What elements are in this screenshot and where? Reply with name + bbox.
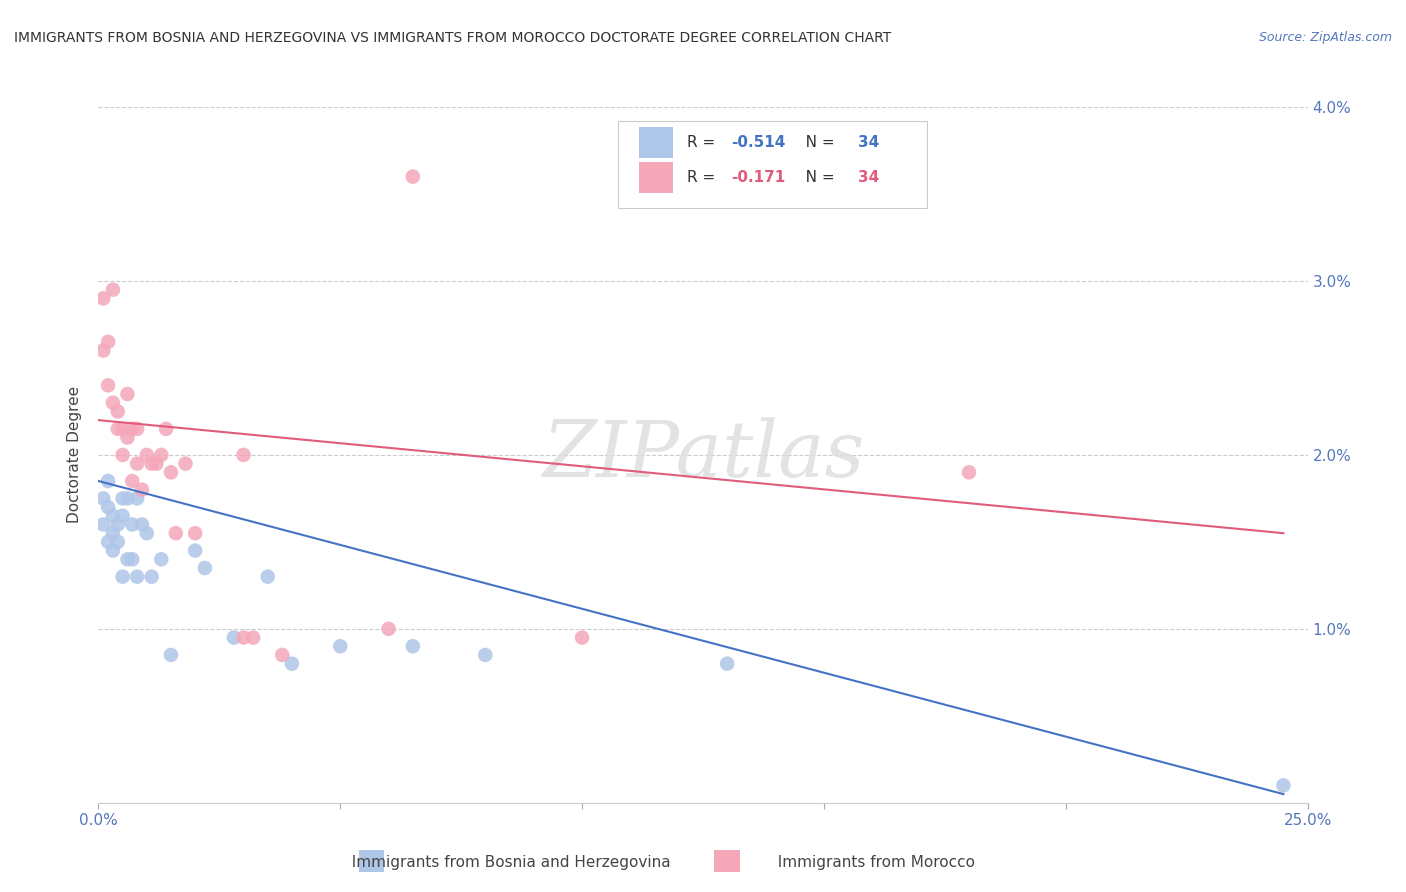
Text: R =: R = xyxy=(688,135,720,150)
Text: IMMIGRANTS FROM BOSNIA AND HERZEGOVINA VS IMMIGRANTS FROM MOROCCO DOCTORATE DEGR: IMMIGRANTS FROM BOSNIA AND HERZEGOVINA V… xyxy=(14,31,891,45)
Point xyxy=(101,283,124,297)
Point xyxy=(111,448,134,462)
Point xyxy=(571,631,593,645)
Point xyxy=(101,508,124,523)
Point xyxy=(121,422,143,436)
Point xyxy=(117,430,139,444)
Point xyxy=(97,500,120,514)
Point xyxy=(165,526,187,541)
Point xyxy=(135,526,157,541)
Point xyxy=(377,622,399,636)
Point xyxy=(281,657,304,671)
Point xyxy=(127,570,149,584)
Point xyxy=(117,387,139,401)
Point xyxy=(111,422,134,436)
Point xyxy=(716,657,738,671)
Point xyxy=(117,491,139,506)
Point xyxy=(121,552,143,566)
Bar xyxy=(714,850,740,872)
Point xyxy=(91,491,114,506)
Point xyxy=(150,552,173,566)
Point xyxy=(121,517,143,532)
Point xyxy=(402,169,425,184)
Point xyxy=(271,648,294,662)
Point xyxy=(145,457,167,471)
Point xyxy=(131,483,153,497)
Point xyxy=(111,491,134,506)
Point xyxy=(101,543,124,558)
Text: -0.514: -0.514 xyxy=(731,135,785,150)
Point xyxy=(141,570,163,584)
Text: N =: N = xyxy=(792,169,839,185)
Point xyxy=(184,526,207,541)
Point xyxy=(232,448,254,462)
Text: Source: ZipAtlas.com: Source: ZipAtlas.com xyxy=(1258,31,1392,45)
Point xyxy=(329,639,352,653)
Y-axis label: Doctorate Degree: Doctorate Degree xyxy=(67,386,83,524)
Point xyxy=(91,517,114,532)
Point xyxy=(184,543,207,558)
Point xyxy=(232,631,254,645)
Text: -0.171: -0.171 xyxy=(731,169,785,185)
Point xyxy=(111,508,134,523)
Point xyxy=(111,570,134,584)
Point xyxy=(107,404,129,418)
Point xyxy=(127,422,149,436)
Bar xyxy=(638,128,673,158)
Point xyxy=(107,517,129,532)
Point xyxy=(117,552,139,566)
Point xyxy=(141,457,163,471)
Point xyxy=(194,561,217,575)
Point xyxy=(127,457,149,471)
Text: 34: 34 xyxy=(858,169,879,185)
Bar xyxy=(359,850,384,872)
Point xyxy=(135,448,157,462)
Text: Immigrants from Bosnia and Herzegovina: Immigrants from Bosnia and Herzegovina xyxy=(342,855,671,870)
Point xyxy=(150,448,173,462)
Point xyxy=(97,534,120,549)
Point xyxy=(107,422,129,436)
Bar xyxy=(638,162,673,193)
Point xyxy=(957,466,980,480)
Point xyxy=(121,474,143,488)
Point xyxy=(160,648,183,662)
FancyBboxPatch shape xyxy=(619,121,927,208)
Text: Immigrants from Morocco: Immigrants from Morocco xyxy=(768,855,976,870)
Point xyxy=(91,343,114,358)
Point xyxy=(160,466,183,480)
Point xyxy=(101,395,124,409)
Text: N =: N = xyxy=(792,135,839,150)
Text: ZIPatlas: ZIPatlas xyxy=(541,417,865,493)
Point xyxy=(1272,778,1295,793)
Point xyxy=(97,378,120,392)
Point xyxy=(222,631,245,645)
Text: 34: 34 xyxy=(858,135,879,150)
Point xyxy=(101,526,124,541)
Text: R =: R = xyxy=(688,169,720,185)
Point xyxy=(402,639,425,653)
Point xyxy=(91,291,114,305)
Point xyxy=(131,517,153,532)
Point xyxy=(107,534,129,549)
Point xyxy=(174,457,197,471)
Point xyxy=(242,631,264,645)
Point xyxy=(97,334,120,349)
Point xyxy=(256,570,278,584)
Point xyxy=(155,422,177,436)
Point xyxy=(474,648,496,662)
Point xyxy=(127,491,149,506)
Point xyxy=(97,474,120,488)
